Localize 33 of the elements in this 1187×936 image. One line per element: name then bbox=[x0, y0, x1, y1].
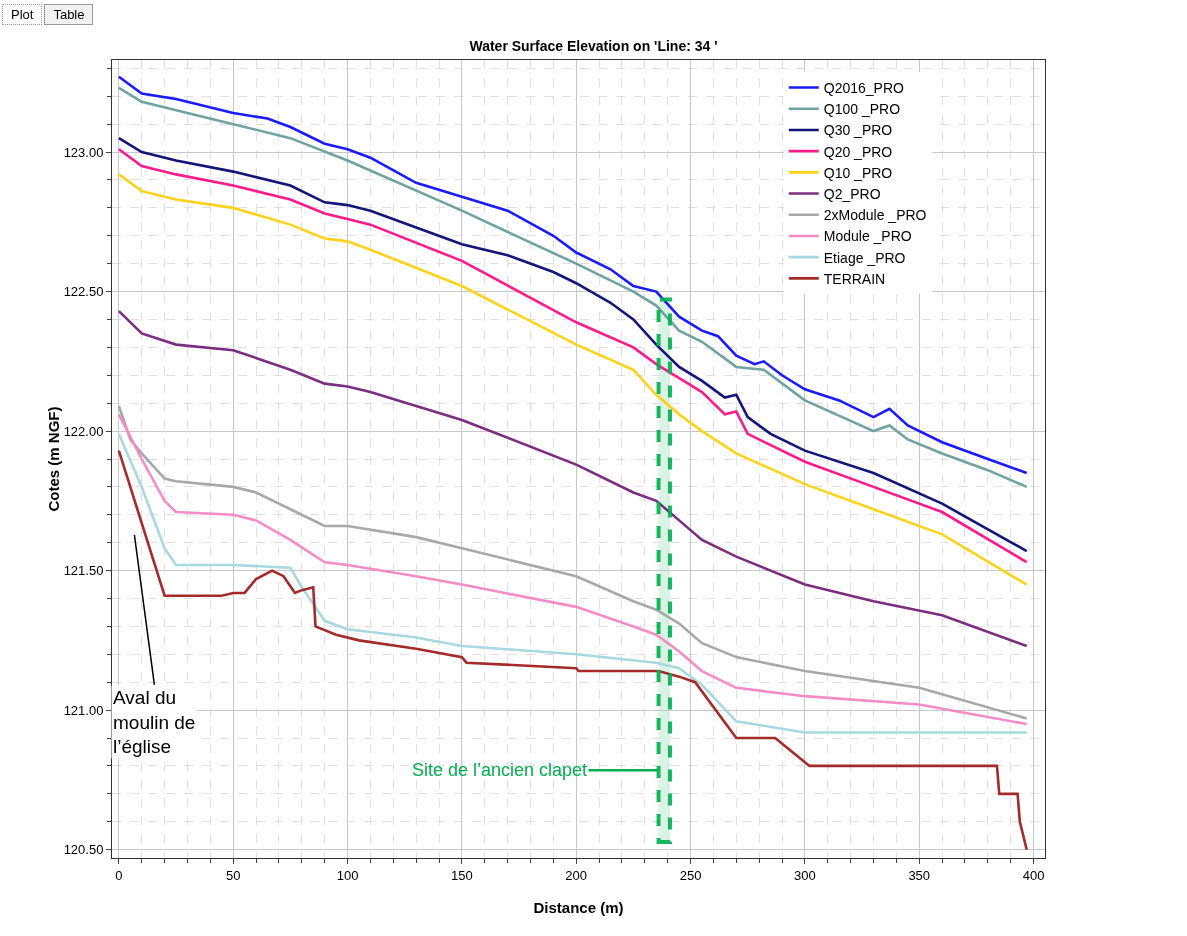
y-axis-title: Cotes (m NGF) bbox=[44, 406, 62, 512]
x-tick-label: 400 bbox=[1022, 867, 1045, 883]
legend-label: Etiage _PRO bbox=[823, 249, 906, 266]
chart-title: Water Surface Elevation on 'Line: 34 ' bbox=[469, 38, 718, 55]
legend-label: Module _PRO bbox=[823, 228, 912, 245]
y-tick-label: 121.00 bbox=[63, 702, 104, 718]
y-tick-label: 122.50 bbox=[63, 284, 104, 300]
legend-label: Q2016_PRO bbox=[823, 80, 905, 97]
y-tick-label: 121.50 bbox=[63, 563, 104, 579]
x-tick-label: 200 bbox=[565, 867, 588, 883]
legend-label: Q10 _PRO bbox=[823, 164, 893, 181]
legend-label: 2xModule _PRO bbox=[823, 207, 927, 224]
legend-label: Q100 _PRO bbox=[823, 101, 901, 118]
y-tick-label: 120.50 bbox=[63, 842, 104, 858]
x-tick-label: 0 bbox=[115, 867, 123, 883]
y-tick-label: 123.00 bbox=[63, 144, 104, 160]
band-label: Site de l’ancien clapet bbox=[412, 760, 588, 780]
x-tick-label: 150 bbox=[451, 867, 473, 883]
text: Table bbox=[44, 4, 94, 25]
x-tick-label: 100 bbox=[336, 867, 359, 883]
legend-label: Q2_PRO bbox=[823, 186, 881, 203]
legend-label: TERRAIN bbox=[823, 270, 886, 287]
x-axis-title: Distance (m) bbox=[533, 899, 624, 916]
line-series bbox=[117, 309, 1029, 648]
x-tick-label: 250 bbox=[679, 867, 702, 883]
x-tick-label: 300 bbox=[794, 867, 816, 883]
y-tick-label: 122.00 bbox=[63, 423, 104, 439]
annotation: Aval du moulin de l’église bbox=[113, 687, 196, 758]
text: Plot bbox=[2, 4, 43, 25]
legend-label: Q20 _PRO bbox=[823, 143, 893, 160]
x-tick-label: 350 bbox=[908, 867, 931, 883]
x-tick-label: 50 bbox=[225, 867, 241, 883]
legend-label: Q30 _PRO bbox=[823, 122, 893, 139]
